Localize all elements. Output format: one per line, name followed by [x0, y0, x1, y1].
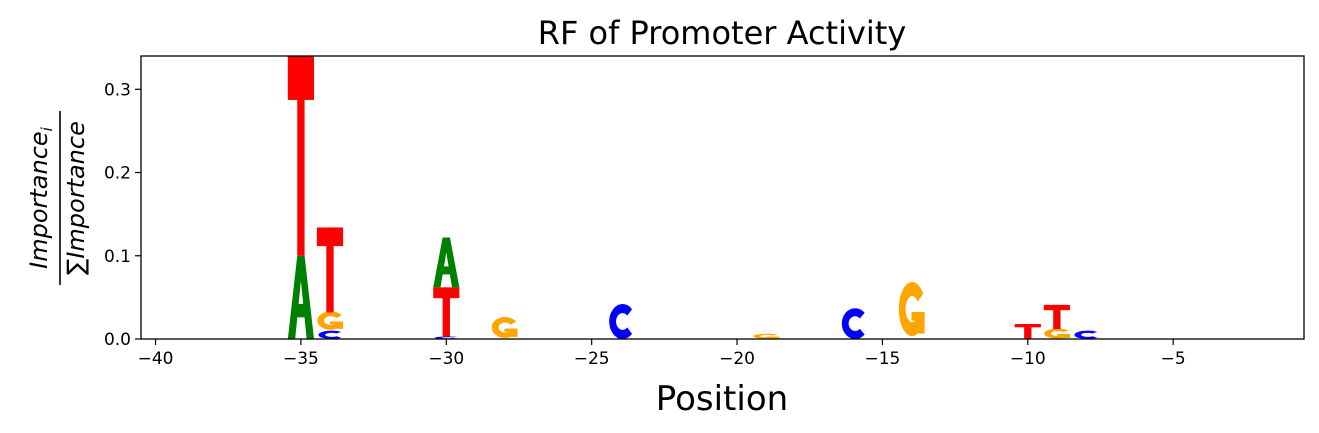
y-axis: 0.0 0.1 0.2 0.3	[104, 80, 141, 350]
logo-letter-g	[491, 317, 518, 338]
logo-letter-g	[317, 311, 344, 330]
logo-letter-c	[841, 308, 865, 339]
y-label-numerator: Importance	[25, 131, 53, 269]
x-axis: −40 −35 −30 −25 −20 −15 −10 −5	[138, 339, 1186, 369]
logo-letter-t	[433, 287, 460, 337]
logo-letter-g	[898, 282, 925, 337]
y-label-numerator-subscript: i	[38, 126, 56, 131]
logo-letter-c	[609, 304, 633, 339]
logo-letter-c	[1074, 330, 1098, 339]
logo-letter-g	[1044, 328, 1070, 339]
logo-letter-a	[433, 237, 460, 288]
y-label-sum-sign: ∑	[62, 259, 90, 275]
logo-letter-t	[1043, 304, 1070, 330]
x-tick-label: −5	[1161, 349, 1186, 369]
x-tick-label: −35	[283, 349, 319, 369]
x-tick-label: −40	[138, 349, 174, 369]
y-label-denominator: Importance	[62, 121, 90, 259]
x-tick-label: −10	[1010, 349, 1046, 369]
y-tick-label: 0.2	[104, 164, 131, 184]
logo-letter-t	[1014, 324, 1041, 339]
logo-letter-t	[287, 56, 314, 256]
y-tick-label: 0.1	[104, 247, 131, 267]
logo-letter-c	[318, 330, 342, 339]
svg-text:Importancei: Importancei	[25, 126, 56, 269]
plot-frame	[140, 55, 1305, 340]
plot-area	[287, 56, 1098, 339]
x-axis-label: Position	[656, 379, 788, 419]
x-tick-label: −15	[864, 349, 900, 369]
x-tick-label: −30	[428, 349, 464, 369]
x-tick-label: −25	[574, 349, 610, 369]
y-axis-label: Importancei ∑Importance	[25, 111, 90, 285]
svg-text:∑Importance: ∑Importance	[62, 121, 90, 275]
logo-letter-a	[287, 255, 314, 339]
y-tick-label: 0.0	[104, 330, 131, 350]
y-tick-label: 0.3	[104, 80, 131, 100]
logo-letter-t	[316, 227, 344, 313]
x-tick-label: −20	[719, 349, 755, 369]
chart-title: RF of Promoter Activity	[538, 14, 907, 52]
logo-letter-g	[753, 333, 780, 339]
